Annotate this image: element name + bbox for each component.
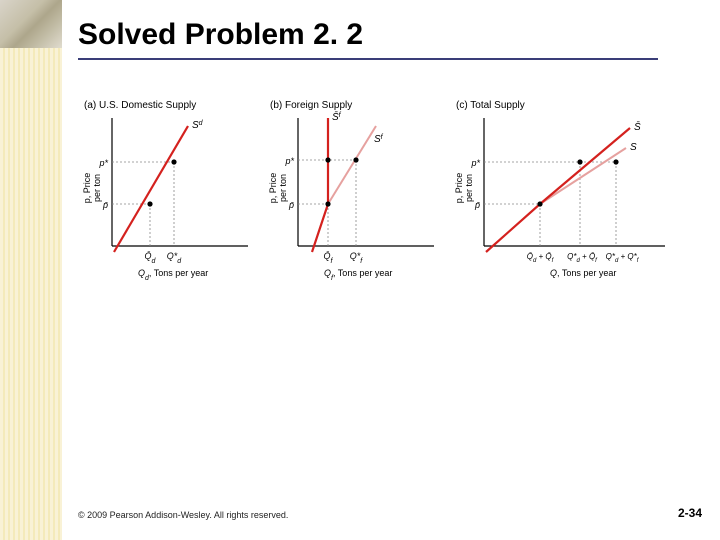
decorative-sidebar (0, 48, 62, 540)
panel-b-qstar: Q*f (350, 251, 364, 265)
panel-a-qstar: Q*d (167, 251, 183, 265)
panel-b-supply-diag-lo (312, 204, 328, 252)
panel-a-pbar: p̄ (102, 200, 108, 210)
page-number: 2-34 (678, 506, 702, 520)
title-rule (78, 58, 658, 60)
panel-c-ylabel1: p, Price (454, 173, 464, 204)
panel-c-sbar-label: S̄ (634, 120, 641, 133)
slide-content: Solved Problem 2. 2 (a) U.S. Domestic Su… (78, 18, 700, 316)
panel-b-supply-faded (328, 126, 376, 204)
panel-b: (b) Foreign Supply p, Price per ton S̄f … (264, 96, 444, 316)
panel-c-s-label: S (630, 142, 637, 153)
panel-a-qbar: Q̄d (145, 251, 157, 265)
panel-b-xlabel: Qf, Tons per year (324, 268, 392, 282)
panel-c-xtick3: Q*d + Q*f (606, 252, 640, 264)
decorative-corner (0, 0, 62, 48)
panel-b-pbar: p̄ (288, 200, 294, 210)
chart-panels: (a) U.S. Domestic Supply p, Price per to… (78, 96, 700, 316)
panel-a-caption: (a) U.S. Domestic Supply (84, 100, 196, 111)
panel-b-svg: (b) Foreign Supply p, Price per ton S̄f … (264, 96, 444, 316)
panel-a-ylabel2: per ton (92, 174, 102, 202)
panel-a-dot-bar (147, 201, 152, 206)
panel-c-svg: (c) Total Supply p, Price per ton S̄ S (450, 96, 680, 316)
panel-b-dot3 (353, 157, 358, 162)
panel-c-xtick2: Q*d + Q̄f (567, 252, 598, 264)
panel-c-dot1 (537, 201, 542, 206)
panel-a: (a) U.S. Domestic Supply p, Price per to… (78, 96, 258, 316)
panel-c: (c) Total Supply p, Price per ton S̄ S (450, 96, 680, 316)
panel-b-dot1 (325, 201, 330, 206)
page-title: Solved Problem 2. 2 (78, 18, 700, 52)
panel-c-ylabel2: per ton (464, 174, 474, 202)
panel-c-dot2 (577, 159, 582, 164)
panel-a-supply-line (114, 126, 188, 252)
panel-c-pbar: p̄ (474, 200, 480, 210)
panel-a-xlabel: Qd, Tons per year (138, 268, 208, 282)
panel-c-xtick1: Q̄d + Q̄f (527, 252, 555, 264)
panel-b-ylabel2: per ton (278, 174, 288, 202)
panel-a-curve-label: Sd (192, 120, 204, 132)
panel-a-pstar: p* (98, 158, 108, 168)
panel-b-ylabel1: p, Price (268, 173, 278, 204)
panel-b-qbar: Q̄f (324, 251, 334, 265)
panel-a-svg: (a) U.S. Domestic Supply p, Price per to… (78, 96, 258, 316)
panel-c-caption: (c) Total Supply (456, 100, 525, 111)
copyright-footer: © 2009 Pearson Addison-Wesley. All right… (78, 510, 288, 520)
panel-b-dot2 (325, 157, 330, 162)
panel-a-dot-star (171, 159, 176, 164)
panel-b-caption: (b) Foreign Supply (270, 100, 352, 111)
panel-c-supply-seg2 (540, 128, 630, 204)
panel-b-vert-label: S̄f (332, 110, 342, 123)
panel-c-dot3 (613, 159, 618, 164)
panel-c-xlabel: Q, Tons per year (550, 268, 616, 278)
panel-c-pstar: p* (470, 158, 480, 168)
panel-c-supply-faded (540, 148, 626, 204)
panel-b-pstar: p* (284, 156, 294, 166)
panel-b-diag-label: Sf (374, 134, 384, 146)
panel-c-supply-seg1 (486, 204, 540, 252)
panel-a-ylabel1: p, Price (82, 173, 92, 204)
